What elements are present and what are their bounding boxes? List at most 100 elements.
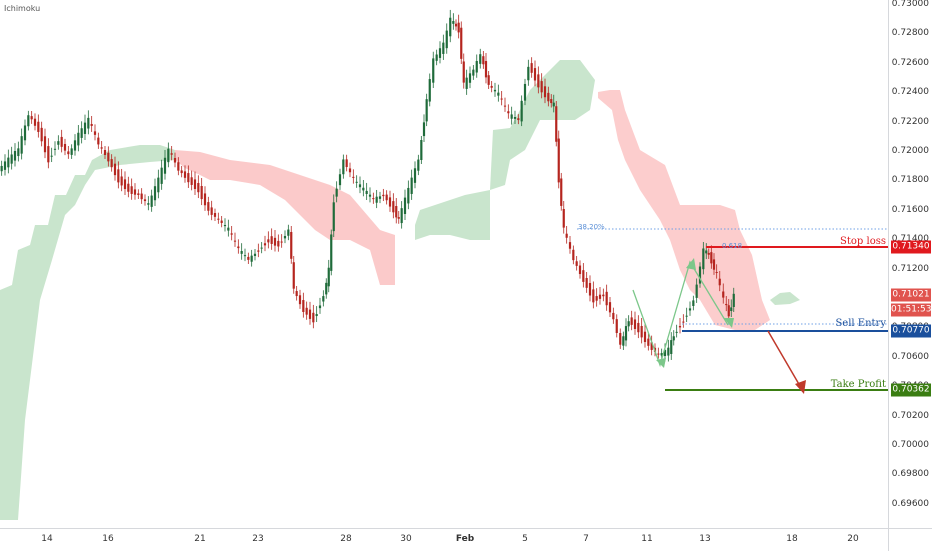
candle-body bbox=[322, 296, 325, 302]
candle-body bbox=[388, 197, 392, 207]
candle-body bbox=[73, 140, 77, 151]
pattern-arrowhead bbox=[656, 358, 666, 368]
candle-body bbox=[170, 153, 173, 155]
candle-body bbox=[348, 168, 352, 173]
candle-body bbox=[217, 218, 220, 220]
target-arrow-line bbox=[767, 330, 801, 387]
candle-body bbox=[520, 100, 523, 122]
candle-body bbox=[497, 92, 500, 96]
candle-body bbox=[365, 190, 368, 194]
candle-body bbox=[127, 183, 130, 192]
stop-loss-label: Stop loss bbox=[840, 236, 886, 247]
candle-body bbox=[283, 235, 287, 239]
bullish-cloud bbox=[490, 60, 595, 190]
candle-body bbox=[302, 300, 305, 312]
candle-body bbox=[332, 202, 335, 232]
candle-body bbox=[630, 317, 633, 325]
candle-body bbox=[203, 193, 207, 206]
candle-body bbox=[533, 68, 537, 81]
take-profit-price-tag: 0.70362 bbox=[891, 383, 931, 397]
price-tick: 0.71800 bbox=[891, 175, 929, 186]
candle-body bbox=[257, 250, 260, 252]
price-tick: 0.72600 bbox=[891, 57, 929, 68]
candle-body bbox=[77, 132, 80, 146]
candle-body bbox=[547, 92, 550, 102]
candle-body bbox=[622, 336, 625, 346]
candle-body bbox=[705, 250, 708, 254]
candle-body bbox=[33, 118, 37, 126]
candle-body bbox=[445, 30, 448, 49]
candle-body bbox=[550, 99, 553, 104]
candle-body bbox=[243, 255, 247, 257]
candle-body bbox=[417, 159, 420, 171]
axis-corner bbox=[888, 528, 932, 551]
candle-body bbox=[280, 241, 283, 243]
candle-body bbox=[80, 128, 83, 138]
candle-body bbox=[213, 212, 217, 217]
chart-area[interactable]: Ichimoku 38.20% 0.618 Stop loss Sell Ent… bbox=[0, 0, 888, 528]
time-axis[interactable]: 14 16 21 23 28 30 Feb 5 7 11 13 18 20 bbox=[0, 528, 888, 551]
candle-body bbox=[223, 225, 227, 227]
candle-body bbox=[663, 350, 667, 357]
candle-body bbox=[47, 146, 50, 163]
candle-body bbox=[479, 54, 482, 64]
candle-body bbox=[193, 179, 197, 190]
candle-body bbox=[487, 75, 490, 85]
candle-body bbox=[315, 314, 318, 317]
candle-body bbox=[422, 122, 426, 137]
candle-body bbox=[667, 347, 670, 356]
candle-body bbox=[358, 184, 362, 188]
candle-body bbox=[650, 342, 653, 350]
candle-body bbox=[375, 196, 378, 203]
candle-body bbox=[43, 136, 47, 153]
candle-body bbox=[312, 312, 315, 323]
candle-body bbox=[637, 322, 640, 333]
time-tick: 11 bbox=[641, 534, 653, 544]
candle-body bbox=[710, 252, 713, 264]
price-chart[interactable] bbox=[0, 0, 888, 528]
indicator-label[interactable]: Ichimoku bbox=[4, 4, 41, 13]
candle-body bbox=[270, 236, 273, 244]
candle-body bbox=[325, 282, 328, 295]
candle-body bbox=[670, 340, 673, 354]
candle-body bbox=[290, 231, 293, 259]
price-tick: 0.71200 bbox=[891, 263, 929, 274]
candle-body bbox=[627, 321, 630, 327]
candle-body bbox=[560, 178, 563, 206]
candle-body bbox=[140, 193, 143, 200]
candle-body bbox=[318, 305, 322, 309]
candle-body bbox=[407, 187, 410, 204]
price-axis[interactable]: 0.73000 0.72800 0.72600 0.72400 0.72200 0.720… bbox=[888, 0, 932, 528]
candle-body bbox=[468, 73, 472, 83]
candle-body bbox=[240, 251, 243, 254]
candle-body bbox=[3, 161, 7, 170]
candle-body bbox=[352, 176, 355, 178]
candle-body bbox=[718, 278, 721, 286]
price-tick: 0.69600 bbox=[891, 498, 929, 509]
candle-body bbox=[692, 300, 695, 306]
candle-body bbox=[682, 321, 685, 323]
candle-body bbox=[702, 248, 705, 270]
candle-body bbox=[100, 147, 103, 149]
candle-body bbox=[540, 81, 543, 93]
candle-body bbox=[382, 194, 385, 197]
candle-body bbox=[123, 179, 127, 190]
candle-body bbox=[253, 253, 257, 256]
candle-body bbox=[578, 265, 582, 275]
candle-body bbox=[612, 312, 615, 320]
candle-body bbox=[83, 122, 87, 134]
price-tick: 0.71400 bbox=[891, 234, 929, 245]
candle-body bbox=[568, 242, 572, 249]
candle-body bbox=[432, 58, 435, 83]
time-tick: Feb bbox=[455, 534, 475, 544]
candle-body bbox=[200, 186, 203, 200]
candle-body bbox=[537, 74, 540, 88]
candle-body bbox=[260, 247, 263, 249]
candle-body bbox=[210, 207, 213, 215]
candle-body bbox=[482, 56, 485, 65]
countdown-tag: 01:51:53 bbox=[891, 303, 932, 317]
time-tick: 23 bbox=[252, 534, 264, 544]
candle-body bbox=[180, 170, 183, 174]
price-tick: 0.70200 bbox=[891, 410, 929, 421]
candle-body bbox=[298, 295, 302, 305]
